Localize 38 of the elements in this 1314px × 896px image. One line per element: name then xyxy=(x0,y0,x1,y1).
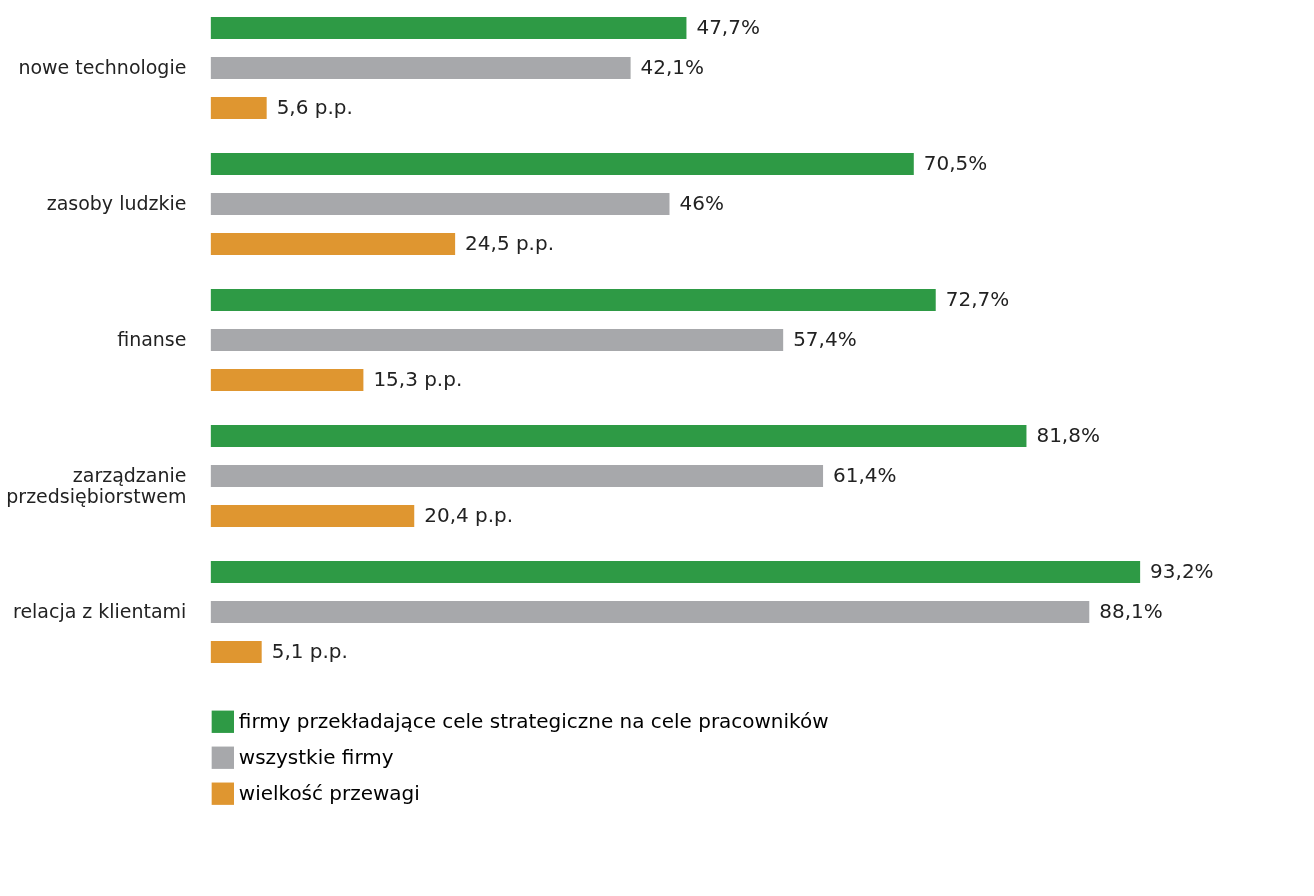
bar xyxy=(210,561,1141,584)
bar xyxy=(210,57,631,80)
data-label: 70,5% xyxy=(923,151,988,176)
legend-label: wszystkie firmy xyxy=(238,744,394,769)
bar xyxy=(210,369,364,392)
data-label: 5,1 p.p. xyxy=(271,639,348,663)
bar xyxy=(210,425,1027,448)
data-label: 57,4% xyxy=(793,327,857,352)
data-label: 47,7% xyxy=(696,15,760,40)
data-label: 5,6 p.p. xyxy=(276,95,353,120)
bar xyxy=(210,289,936,312)
bar xyxy=(210,97,267,120)
data-label: 88,1% xyxy=(1099,599,1163,623)
bar xyxy=(210,233,456,256)
legend-label: wielkość przewagi xyxy=(238,780,420,805)
y-tick-label: zasoby ludzkie xyxy=(46,192,187,215)
bar xyxy=(210,17,687,40)
bar xyxy=(210,465,824,488)
data-label: 15,3 p.p. xyxy=(373,367,463,392)
legend-label: firmy przekładające cele strategiczne na cele pracowników xyxy=(238,708,829,733)
data-label: 61,4% xyxy=(833,463,897,488)
bar xyxy=(210,641,262,663)
bar xyxy=(210,329,784,352)
y-tick-label: nowe technologie xyxy=(18,56,187,79)
y-tick-label: relacja z klientami xyxy=(13,600,187,622)
data-label: 72,7% xyxy=(945,287,1010,312)
bar xyxy=(210,193,670,216)
bar xyxy=(210,601,1090,624)
data-label: 24,5 p.p. xyxy=(465,231,554,256)
y-tick-label: zarządzanie przedsiębiorstwem xyxy=(6,464,187,508)
data-label: 46% xyxy=(679,191,724,216)
y-tick-label: finanse xyxy=(117,328,187,351)
data-label: 20,4 p.p. xyxy=(424,503,514,528)
bar xyxy=(210,153,914,176)
bar xyxy=(210,505,415,528)
data-label: 81,8% xyxy=(1036,423,1100,448)
data-label: 93,2% xyxy=(1150,559,1214,584)
data-label: 42,1% xyxy=(640,55,705,80)
